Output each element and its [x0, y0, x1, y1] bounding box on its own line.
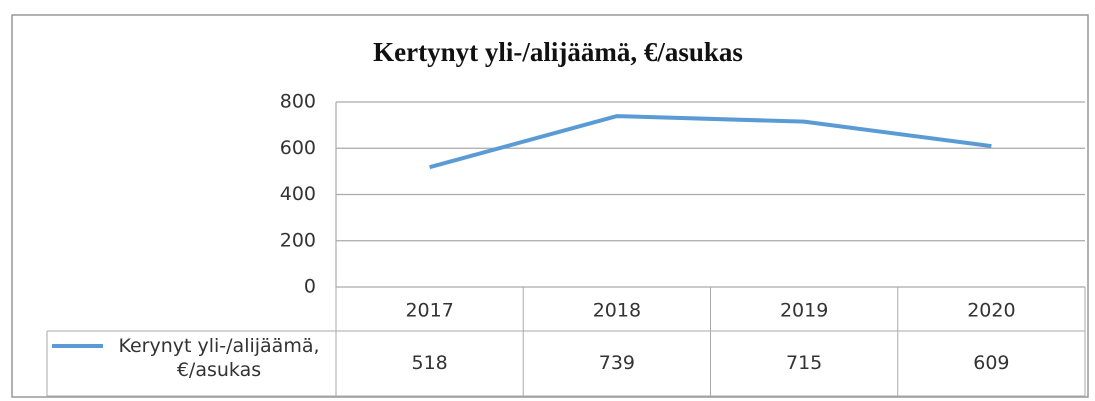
y-tick-label: 600 [280, 137, 316, 159]
x-tick-label: 2018 [593, 300, 641, 322]
x-tick-label: 2017 [405, 300, 453, 322]
table-value: 739 [599, 352, 635, 374]
legend-label: Kerynyt yli-/alijäämä, €/asukas [118, 335, 320, 381]
x-tick-label: 2020 [967, 300, 1015, 322]
y-tick-label: 400 [280, 183, 316, 205]
chart-frame [11, 14, 1089, 398]
table-value: 518 [411, 352, 447, 374]
table-value: 715 [786, 352, 822, 374]
y-tick-label: 200 [280, 229, 316, 251]
y-tick-label: 800 [280, 91, 316, 113]
chart-title: Kertynyt yli-/alijäämä, €/asukas [373, 37, 743, 67]
y-tick-label: 0 [304, 276, 316, 298]
x-tick-label: 2019 [780, 300, 828, 322]
series-line [429, 114, 992, 170]
table-value: 609 [973, 352, 1009, 374]
